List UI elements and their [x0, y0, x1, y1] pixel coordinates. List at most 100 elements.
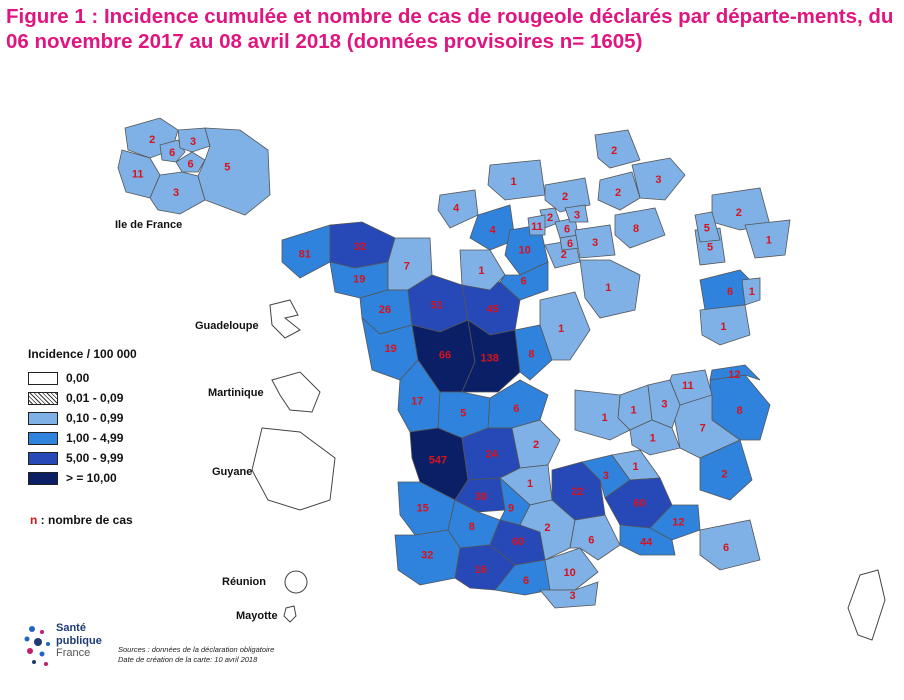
legend-row: 1,00 - 4,99: [28, 429, 218, 447]
case-count-label: 1: [478, 265, 484, 277]
case-count-label: 7: [700, 423, 706, 435]
case-count-label: 3: [570, 590, 576, 602]
case-count-label: 6: [169, 147, 175, 159]
case-count-label: 81: [299, 248, 311, 260]
case-count-label: 2: [544, 522, 550, 534]
case-count-label: 1: [527, 478, 533, 490]
case-count-label: 26: [379, 304, 391, 316]
case-count-label: 32: [421, 549, 433, 561]
department-area: [499, 261, 549, 301]
case-count-label: 19: [385, 343, 397, 355]
case-count-label: 8: [633, 223, 639, 235]
department-area: [539, 581, 599, 609]
department-area: [461, 319, 521, 393]
sante-publique-france-logo: Santé publique France: [22, 622, 122, 672]
case-count-label: 22: [572, 486, 584, 498]
department-area: [527, 214, 546, 236]
case-count-label: 3: [655, 174, 661, 186]
department-area: [597, 171, 641, 211]
case-count-label: 51: [431, 300, 443, 312]
legend-row: 0,10 - 0,99: [28, 409, 218, 427]
case-count-label: 2: [149, 134, 155, 146]
legend-swatch: [28, 411, 58, 425]
department-area: [281, 224, 331, 279]
department-area: [469, 204, 516, 251]
department-area: [594, 129, 641, 169]
sources-line-2: Date de création de la carte: 10 avril 2…: [118, 655, 258, 664]
department-area: [459, 249, 506, 291]
case-count-label: 1: [766, 235, 772, 247]
case-count-label: 547: [429, 455, 447, 467]
cases-note-text: : nombre de cas: [37, 513, 133, 527]
legend-row: 5,00 - 9,99: [28, 449, 218, 467]
department-area: [579, 259, 641, 319]
department-area: [514, 324, 553, 381]
legend-label: 0,00: [66, 371, 90, 385]
legend-label: 0,10 - 0,99: [66, 411, 124, 425]
case-count-label: 1: [511, 176, 517, 188]
case-count-label: 11: [682, 380, 694, 392]
case-count-label: 6: [727, 286, 733, 298]
case-count-label: 11: [531, 221, 543, 233]
case-count-label: 5: [460, 408, 466, 420]
case-count-label: 4: [490, 225, 497, 237]
department-area: [669, 369, 713, 406]
case-count-label: 2: [561, 249, 567, 261]
case-count-label: 12: [728, 369, 740, 381]
case-count-label: 3: [190, 136, 196, 148]
department-area: [619, 524, 676, 556]
case-count-label: 2: [736, 207, 742, 219]
department-area: [694, 211, 721, 243]
label-martinique: Martinique: [208, 387, 264, 399]
case-count-label: 10: [518, 244, 530, 256]
guyane-outline: [251, 427, 336, 511]
sources-line-1: Sources : données de la déclaration obli…: [118, 645, 275, 654]
case-count-label: 3: [173, 187, 179, 199]
department-area: [574, 224, 616, 259]
case-count-label: 3: [574, 209, 580, 221]
sources-note: Sources : données de la déclaration obli…: [118, 645, 274, 665]
case-count-label: 2: [721, 469, 727, 481]
case-count-label: 6: [523, 575, 529, 587]
case-count-label: 11: [132, 169, 144, 181]
case-count-label: 60: [633, 497, 645, 509]
case-count-label: 5: [224, 162, 230, 174]
case-count-label: 8: [469, 521, 475, 533]
case-count-label: 6: [723, 542, 729, 554]
department-area: [564, 204, 589, 223]
case-count-label: 5: [704, 222, 710, 234]
mainland-france: [281, 129, 791, 609]
case-count-label: 1: [605, 282, 611, 294]
case-count-label: 138: [481, 353, 499, 365]
overseas-outlines: [251, 299, 886, 641]
reunion-outline: [284, 570, 308, 594]
case-count-label: 2: [611, 145, 617, 157]
logo-line-2: publique: [56, 634, 102, 647]
cases-note-n: n: [30, 513, 38, 527]
department-area: [699, 304, 751, 346]
case-count-label: 6: [188, 159, 194, 171]
department-area: [614, 207, 666, 249]
case-count-label: 1: [720, 321, 726, 333]
case-count-label: 5: [707, 241, 713, 253]
idf-inset: [117, 117, 271, 216]
guadeloupe-outline: [269, 299, 301, 339]
legend-swatch: [28, 391, 58, 405]
case-count-label: 1: [749, 286, 755, 298]
legend-swatch: [28, 431, 58, 445]
department-area: [741, 277, 761, 306]
legend-label: 5,00 - 9,99: [66, 451, 124, 465]
logo-text: Santé publique France: [56, 622, 102, 660]
case-count-label: 66: [439, 350, 451, 362]
case-count-label: 15: [417, 502, 429, 514]
legend-title: Incidence / 100 000: [28, 347, 137, 361]
legend-swatch: [28, 451, 58, 465]
case-count-label: 1: [602, 412, 608, 424]
case-count-label: 8: [736, 405, 742, 417]
case-count-label: 2: [533, 439, 539, 451]
department-area: [511, 419, 561, 469]
case-count-label: 16: [475, 564, 487, 576]
case-count-label: 1: [632, 461, 638, 473]
legend-swatch: [28, 471, 58, 485]
